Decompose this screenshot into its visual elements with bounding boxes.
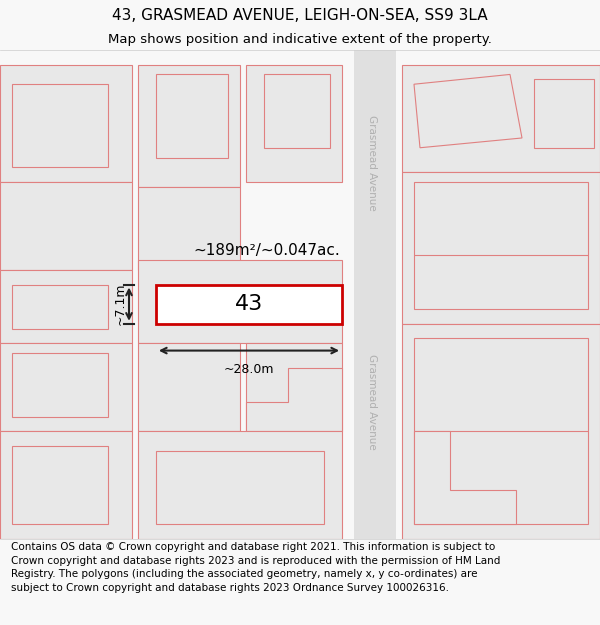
Polygon shape (414, 431, 516, 524)
Polygon shape (264, 74, 330, 148)
Text: Grasmead Avenue: Grasmead Avenue (367, 114, 377, 210)
Polygon shape (138, 64, 240, 187)
Text: Map shows position and indicative extent of the property.: Map shows position and indicative extent… (108, 32, 492, 46)
Polygon shape (402, 64, 600, 172)
Text: ~28.0m: ~28.0m (224, 362, 274, 376)
Polygon shape (12, 84, 108, 168)
Polygon shape (246, 343, 342, 431)
Polygon shape (156, 74, 228, 158)
Polygon shape (138, 431, 342, 539)
Polygon shape (156, 284, 342, 324)
Polygon shape (138, 260, 342, 343)
Polygon shape (12, 446, 108, 524)
Polygon shape (0, 270, 132, 343)
Polygon shape (12, 353, 108, 416)
Polygon shape (414, 74, 522, 148)
Polygon shape (0, 343, 132, 431)
Polygon shape (534, 79, 594, 148)
Polygon shape (138, 187, 240, 270)
Polygon shape (138, 343, 240, 431)
Polygon shape (402, 324, 600, 539)
Polygon shape (0, 182, 132, 270)
Polygon shape (354, 50, 396, 539)
Text: ~7.1m: ~7.1m (113, 283, 127, 326)
Polygon shape (246, 368, 342, 431)
Text: ~189m²/~0.047ac.: ~189m²/~0.047ac. (194, 243, 340, 258)
Text: 43: 43 (235, 294, 263, 314)
Polygon shape (414, 338, 588, 524)
Polygon shape (12, 284, 108, 329)
Text: Grasmead Avenue: Grasmead Avenue (367, 354, 377, 450)
Polygon shape (414, 182, 588, 309)
Polygon shape (0, 431, 132, 539)
Polygon shape (402, 172, 600, 324)
Text: Contains OS data © Crown copyright and database right 2021. This information is : Contains OS data © Crown copyright and d… (11, 542, 500, 593)
Polygon shape (0, 64, 132, 182)
Text: 43, GRASMEAD AVENUE, LEIGH-ON-SEA, SS9 3LA: 43, GRASMEAD AVENUE, LEIGH-ON-SEA, SS9 3… (112, 8, 488, 22)
Polygon shape (156, 451, 324, 524)
Polygon shape (246, 64, 342, 182)
